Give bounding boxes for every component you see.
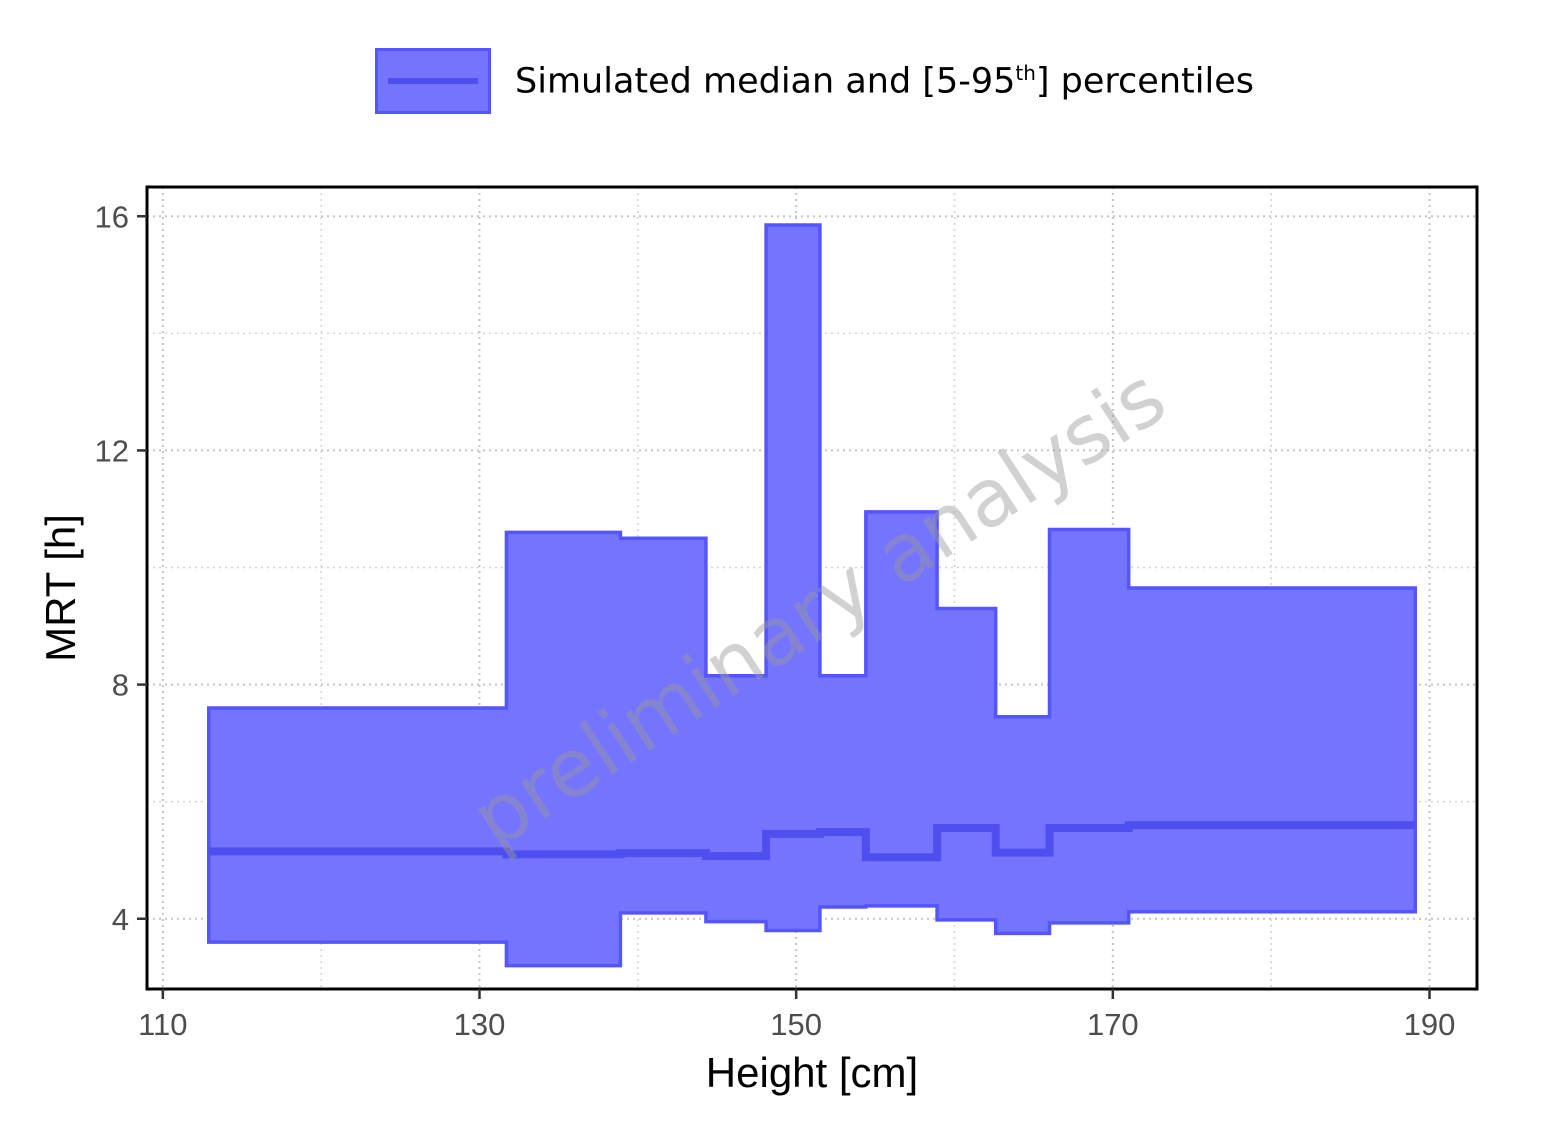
median-step-line <box>208 821 1416 862</box>
legend-label: Simulated median and [5-95th] percentile… <box>515 61 1254 102</box>
x-tick-label: 110 <box>138 1007 187 1042</box>
y-axis-title: MRT [h] <box>37 514 84 662</box>
y-tick-label: 4 <box>112 902 129 937</box>
legend-label-end: ] percentiles <box>1035 61 1254 102</box>
x-tick-label: 170 <box>1087 1007 1139 1042</box>
x-tick-label: 190 <box>1404 1007 1456 1042</box>
legend-label-superscript: th <box>1015 60 1036 85</box>
percentile-band-area <box>207 223 1417 968</box>
x-tick-label: 130 <box>454 1007 506 1042</box>
x-tick-label: 150 <box>770 1007 822 1042</box>
x-axis: 110 130 150 170 190 <box>138 989 1455 1042</box>
legend-key <box>375 48 491 114</box>
percentile-band <box>207 223 1417 968</box>
y-tick-label: 12 <box>95 433 129 468</box>
x-axis-title: Height [cm] <box>706 1049 918 1096</box>
legend-key-median-line <box>388 78 478 84</box>
legend-label-main: Simulated median and [5-95 <box>515 61 1016 102</box>
y-tick-label: 8 <box>112 668 129 703</box>
plot-panel-border <box>145 185 1479 991</box>
y-axis: 4 8 12 16 <box>95 199 147 937</box>
legend: Simulated median and [5-95th] percentile… <box>375 46 1254 116</box>
median-line <box>208 821 1416 862</box>
y-tick-label: 16 <box>95 199 129 234</box>
